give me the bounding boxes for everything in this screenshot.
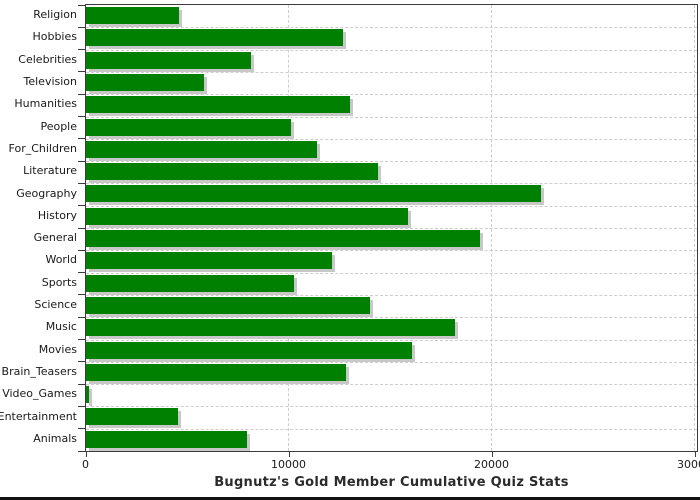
y-axis-label: History: [37, 208, 77, 222]
y-axis-label: Geography: [16, 186, 77, 200]
grid-line-horizontal: [86, 116, 697, 118]
y-axis-tick: [78, 428, 86, 430]
grid-line-horizontal: [86, 361, 697, 363]
y-axis-tick: [78, 182, 86, 184]
grid-line-horizontal: [86, 27, 697, 29]
bar: [86, 274, 294, 292]
y-axis-tick: [78, 205, 86, 207]
bar: [86, 341, 412, 359]
y-axis-tick: [78, 160, 86, 162]
y-axis-tick: [78, 405, 86, 407]
bar: [86, 140, 317, 158]
grid-line-vertical: [694, 5, 695, 451]
y-axis-tick: [78, 361, 86, 363]
y-axis-tick: [78, 227, 86, 229]
x-axis-tick-label: 0: [82, 458, 89, 471]
bar: [86, 51, 251, 69]
y-axis-tick: [78, 116, 86, 117]
bottom-edge-line: [0, 497, 700, 500]
y-axis-label: For_Children: [8, 141, 77, 155]
y-axis-label: Television: [23, 75, 78, 89]
grid-line-horizontal: [86, 71, 697, 73]
y-axis-tick: [78, 71, 86, 73]
bar: [86, 163, 378, 181]
x-axis-tick-label: 10000: [271, 458, 306, 471]
grid-line-vertical: [288, 5, 289, 451]
bar: [86, 296, 370, 314]
y-axis-label: Brain_Teasers: [1, 364, 77, 378]
grid-line-horizontal: [86, 339, 697, 341]
grid-line-horizontal: [86, 183, 697, 185]
y-axis-label: Movies: [38, 342, 77, 356]
bar: [86, 386, 89, 404]
y-axis-tick: [78, 26, 86, 28]
grid-line-horizontal: [86, 49, 697, 51]
y-axis-label: Literature: [23, 164, 77, 178]
bar: [86, 408, 178, 426]
x-axis-tick-label: 30000: [677, 458, 700, 471]
y-axis-label: Religion: [33, 8, 77, 22]
bar: [86, 363, 346, 381]
y-axis-label: Video_Games: [2, 387, 77, 401]
y-axis-tick: [78, 49, 86, 51]
y-axis-label: Sports: [41, 275, 77, 289]
y-axis-label: Science: [34, 298, 77, 312]
grid-line-horizontal: [86, 250, 697, 252]
grid-line-horizontal: [86, 94, 697, 96]
x-axis-tick: [694, 451, 696, 457]
bar: [86, 96, 350, 114]
bar: [86, 252, 332, 270]
y-axis-label: Entertainment: [0, 409, 77, 423]
x-axis-tick: [85, 451, 87, 457]
y-axis-label: Music: [45, 320, 77, 334]
chart-title: Bugnutz's Gold Member Cumulative Quiz St…: [214, 475, 569, 490]
y-axis-label: World: [45, 253, 77, 267]
y-axis-label: Animals: [33, 431, 77, 445]
bar: [86, 73, 204, 91]
bar: [86, 230, 480, 247]
bar: [86, 430, 247, 448]
grid-line-horizontal: [86, 205, 697, 207]
y-axis-label: General: [33, 231, 77, 245]
x-axis-tick-label: 20000: [474, 458, 509, 471]
bar: [86, 207, 408, 225]
bar: [86, 118, 291, 136]
y-axis-tick: [78, 249, 86, 251]
bar: [86, 319, 455, 337]
y-axis-tick: [78, 316, 86, 318]
grid-line-horizontal: [86, 384, 697, 386]
y-axis-tick: [78, 4, 86, 6]
y-axis-tick: [78, 272, 86, 274]
y-axis-label: Hobbies: [32, 30, 77, 44]
bar: [86, 7, 179, 24]
y-axis-tick: [78, 450, 86, 452]
bar: [86, 185, 541, 203]
grid-line-vertical: [491, 5, 492, 451]
bar: [86, 29, 343, 47]
y-axis-tick: [78, 339, 86, 340]
plot-area: [85, 4, 698, 452]
grid-line-horizontal: [86, 161, 697, 163]
grid-line-horizontal: [86, 294, 697, 296]
y-axis-tick: [78, 383, 86, 385]
grid-line-horizontal: [86, 138, 697, 140]
x-axis-tick: [491, 451, 493, 457]
y-axis-tick: [78, 93, 86, 95]
grid-line-horizontal: [86, 317, 697, 319]
y-axis-tick: [78, 138, 86, 140]
grid-line-horizontal: [86, 272, 697, 274]
grid-line-horizontal: [86, 428, 697, 430]
y-axis-tick: [78, 294, 86, 296]
x-axis-tick: [288, 451, 290, 457]
grid-line-horizontal: [86, 228, 697, 229]
y-axis-label: People: [40, 119, 77, 133]
y-axis-label: Humanities: [14, 97, 77, 111]
y-axis-label: Celebrities: [18, 52, 77, 66]
grid-line-horizontal: [86, 406, 697, 408]
